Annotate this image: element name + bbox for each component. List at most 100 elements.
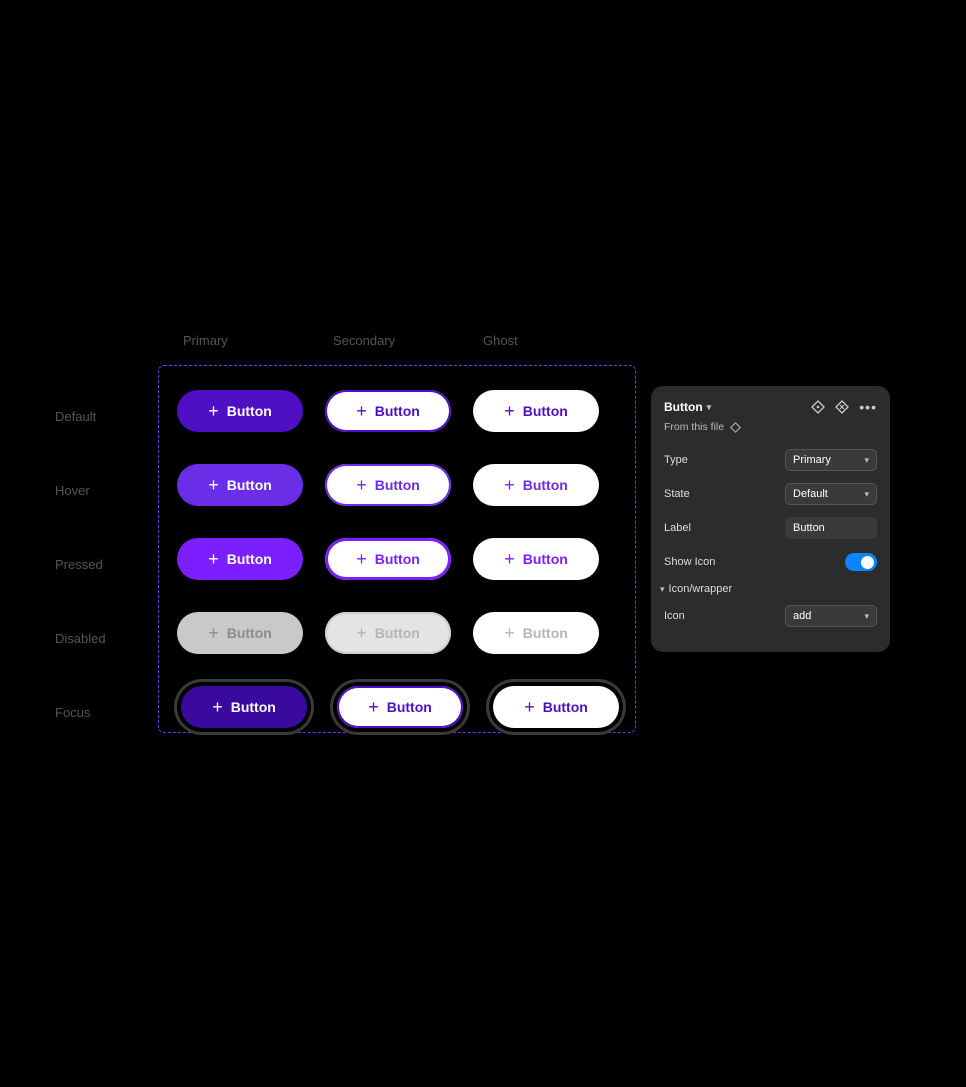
button-primary-focus[interactable]: + Button <box>181 686 307 728</box>
plus-icon: + <box>356 550 367 568</box>
go-to-main-icon[interactable] <box>811 400 825 414</box>
plus-icon: + <box>524 698 535 716</box>
button-label: Button <box>543 699 588 715</box>
chevron-down-icon: ▾ <box>660 584 665 595</box>
variant-row-disabled: + Button + Button + Button <box>177 612 617 654</box>
button-label: Button <box>375 625 420 641</box>
button-label: Button <box>227 551 272 567</box>
button-ghost-focus[interactable]: + Button <box>493 686 619 728</box>
prop-label-label: Label <box>664 522 691 534</box>
button-label: Button <box>523 477 568 493</box>
plus-icon: + <box>208 476 219 494</box>
button-primary-default[interactable]: + Button <box>177 390 303 432</box>
button-ghost-pressed[interactable]: + Button <box>473 538 599 580</box>
row-label-pressed: Pressed <box>55 543 106 585</box>
row-label-hover: Hover <box>55 469 106 511</box>
icon-value: add <box>793 610 811 622</box>
col-header-secondary: Secondary <box>333 333 483 348</box>
plus-icon: + <box>208 550 219 568</box>
row-label-disabled: Disabled <box>55 617 106 659</box>
label-input[interactable]: Button <box>785 517 877 539</box>
variant-row-default: + Button + Button + Button <box>177 390 617 432</box>
component-name: Button <box>664 400 703 414</box>
plus-icon: + <box>504 550 515 568</box>
state-value: Default <box>793 488 828 500</box>
button-label: Button <box>231 699 276 715</box>
button-label: Button <box>227 477 272 493</box>
plus-icon: + <box>356 476 367 494</box>
plus-icon: + <box>504 402 515 420</box>
button-secondary-pressed[interactable]: + Button <box>325 538 451 580</box>
prop-show-icon: Show Icon <box>664 549 877 575</box>
button-secondary-disabled[interactable]: + Button <box>325 612 451 654</box>
section-icon-wrapper[interactable]: ▾ Icon/wrapper <box>660 583 877 595</box>
button-label: Button <box>375 477 420 493</box>
column-headers: Primary Secondary Ghost <box>183 333 633 348</box>
row-label-focus: Focus <box>55 691 106 733</box>
more-icon[interactable]: ••• <box>859 399 877 415</box>
plus-icon: + <box>356 402 367 420</box>
prop-label-icon: Icon <box>664 610 685 622</box>
variant-row-focus: + Button + Button + Button <box>177 686 617 728</box>
chevron-down-icon: ▾ <box>864 489 869 500</box>
button-secondary-hover[interactable]: + Button <box>325 464 451 506</box>
button-primary-disabled[interactable]: + Button <box>177 612 303 654</box>
state-select[interactable]: Default ▾ <box>785 483 877 505</box>
plus-icon: + <box>368 698 379 716</box>
component-title[interactable]: Button ▾ <box>664 400 711 414</box>
button-label: Button <box>387 699 432 715</box>
button-ghost-disabled[interactable]: + Button <box>473 612 599 654</box>
panel-actions: ••• <box>811 399 877 415</box>
type-value: Primary <box>793 454 831 466</box>
row-labels: Default Hover Pressed Disabled Focus <box>55 395 106 733</box>
button-label: Button <box>523 625 568 641</box>
panel-subtitle: From this file <box>664 421 877 433</box>
label-value: Button <box>793 522 825 534</box>
panel-header: Button ▾ ••• <box>664 399 877 415</box>
button-ghost-default[interactable]: + Button <box>473 390 599 432</box>
show-icon-toggle[interactable] <box>845 553 877 571</box>
prop-state: State Default ▾ <box>664 481 877 507</box>
toggle-knob <box>861 556 874 569</box>
chevron-down-icon: ▾ <box>707 402 712 413</box>
button-label: Button <box>227 403 272 419</box>
col-header-primary: Primary <box>183 333 333 348</box>
button-label: Button <box>227 625 272 641</box>
variant-row-pressed: + Button + Button + Button <box>177 538 617 580</box>
col-header-ghost: Ghost <box>483 333 633 348</box>
plus-icon: + <box>504 624 515 642</box>
plus-icon: + <box>212 698 223 716</box>
type-select[interactable]: Primary ▾ <box>785 449 877 471</box>
section-label: Icon/wrapper <box>669 583 733 595</box>
button-secondary-focus[interactable]: + Button <box>337 686 463 728</box>
button-secondary-default[interactable]: + Button <box>325 390 451 432</box>
button-label: Button <box>375 403 420 419</box>
plus-icon: + <box>504 476 515 494</box>
button-label: Button <box>523 403 568 419</box>
from-file-label: From this file <box>664 421 724 433</box>
plus-icon: + <box>208 402 219 420</box>
prop-type: Type Primary ▾ <box>664 447 877 473</box>
button-label: Button <box>375 551 420 567</box>
design-canvas: Primary Secondary Ghost Default Hover Pr… <box>55 333 633 362</box>
prop-label-type: Type <box>664 454 688 466</box>
prop-icon: Icon add ▾ <box>664 603 877 629</box>
chevron-down-icon: ▾ <box>864 611 869 622</box>
variant-row-hover: + Button + Button + Button <box>177 464 617 506</box>
button-primary-hover[interactable]: + Button <box>177 464 303 506</box>
button-primary-pressed[interactable]: + Button <box>177 538 303 580</box>
prop-label: Label Button <box>664 515 877 541</box>
button-ghost-hover[interactable]: + Button <box>473 464 599 506</box>
row-label-default: Default <box>55 395 106 437</box>
prop-label-showicon: Show Icon <box>664 556 715 568</box>
swap-instance-icon[interactable] <box>835 400 849 414</box>
plus-icon: + <box>356 624 367 642</box>
icon-select[interactable]: add ▾ <box>785 605 877 627</box>
diamond-icon <box>730 422 741 433</box>
button-label: Button <box>523 551 568 567</box>
properties-panel: Button ▾ ••• From this file Type Primary… <box>651 386 890 652</box>
chevron-down-icon: ▾ <box>864 455 869 466</box>
plus-icon: + <box>208 624 219 642</box>
prop-label-state: State <box>664 488 690 500</box>
variant-frame[interactable]: + Button + Button + Button + Button + Button + Butt… <box>158 365 636 733</box>
